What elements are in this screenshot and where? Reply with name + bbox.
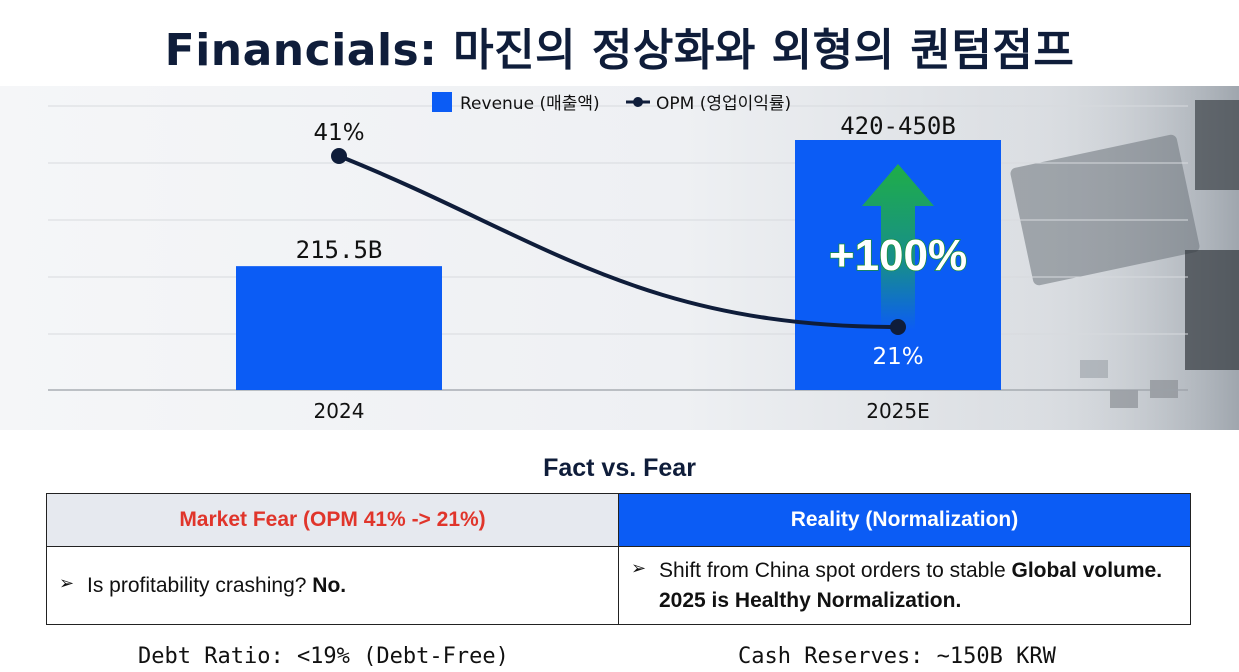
legend-opm-marker xyxy=(633,97,643,107)
revenue-label-2024: 215.5B xyxy=(296,236,383,264)
legend: Revenue (매출액) OPM (영업이익률) xyxy=(432,92,791,114)
reality-header: Reality (Normalization) xyxy=(618,493,1191,547)
financials-chart: +100% 215.5B 420-450B 41% 21% 2024 2025E Reve… xyxy=(48,86,1239,430)
page-title: Financials: 마진의 정상화와 외형의 퀀텀점프 xyxy=(164,25,1075,76)
market-fear-cell: ➢ Is profitability crashing? No. xyxy=(46,546,619,625)
revenue-label-2025E: 420-450B xyxy=(840,112,956,140)
fact-vs-fear-table: Market Fear (OPM 41% -> 21%) Reality (No… xyxy=(46,493,1191,625)
reality-emphasis: Global volume. 2025 is Healthy Normaliza… xyxy=(659,559,1163,612)
legend-opm-label: OPM (영업이익률) xyxy=(656,94,791,114)
market-fear-answer: No. xyxy=(312,573,347,597)
x-tick-2024: 2024 xyxy=(314,399,365,423)
growth-callout: +100% xyxy=(829,231,967,280)
reality-cell: ➢ Shift from China spot orders to stable… xyxy=(618,546,1191,625)
revenue-bar-2024 xyxy=(236,266,442,390)
cash-reserves: Cash Reserves: ~150B KRW xyxy=(738,644,1056,669)
opm-label-2024: 41% xyxy=(313,120,364,146)
legend-revenue-swatch xyxy=(432,92,452,112)
circuit-board-decoration xyxy=(1000,86,1239,430)
opm-line xyxy=(338,154,899,329)
opm-label-2025E: 21% xyxy=(872,344,923,370)
bullet-arrow-icon: ➢ xyxy=(631,558,647,579)
reality-text: Shift from China spot orders to stable xyxy=(659,559,1006,583)
bullet-arrow-icon: ➢ xyxy=(59,572,75,593)
fact-vs-fear-title: Fact vs. Fear xyxy=(543,454,696,482)
market-fear-header: Market Fear (OPM 41% -> 21%) xyxy=(46,493,619,547)
legend-revenue-label: Revenue (매출액) xyxy=(460,94,600,114)
market-fear-text: Is profitability crashing? xyxy=(87,573,307,597)
opm-point-2025E xyxy=(890,319,906,335)
growth-arrow-icon xyxy=(862,164,934,330)
x-tick-2025E: 2025E xyxy=(866,399,930,423)
opm-point-2024 xyxy=(331,148,347,164)
debt-ratio: Debt Ratio: <19% (Debt-Free) xyxy=(138,644,509,669)
